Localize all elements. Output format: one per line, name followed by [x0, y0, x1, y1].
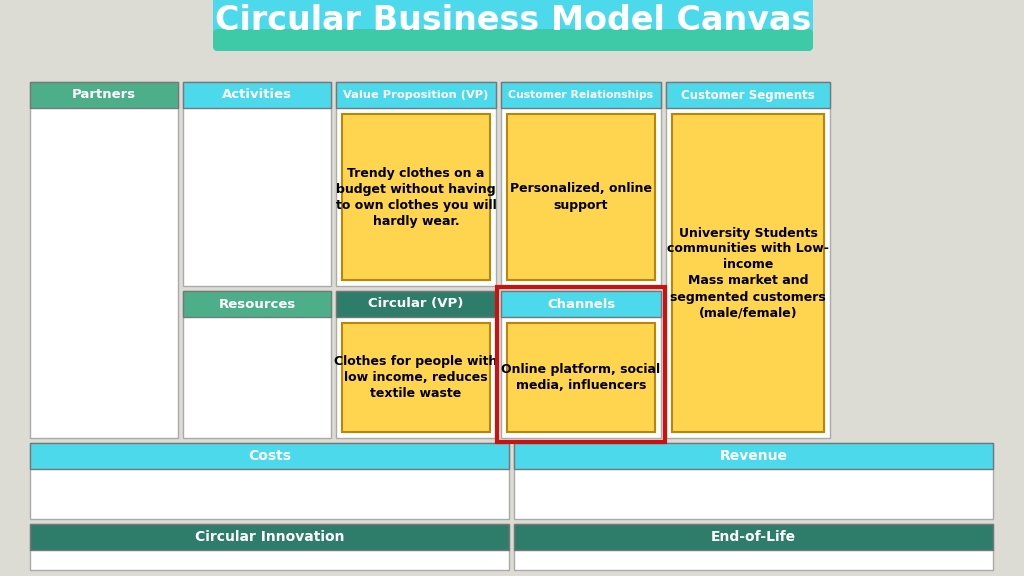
- Text: Circular (VP): Circular (VP): [369, 297, 464, 310]
- FancyBboxPatch shape: [342, 114, 490, 280]
- Text: Partners: Partners: [72, 89, 136, 101]
- FancyBboxPatch shape: [336, 82, 496, 108]
- FancyBboxPatch shape: [183, 291, 331, 438]
- FancyBboxPatch shape: [514, 443, 993, 519]
- Text: Activities: Activities: [222, 89, 292, 101]
- FancyBboxPatch shape: [183, 82, 331, 286]
- Text: Clothes for people with
low income, reduces
textile waste: Clothes for people with low income, redu…: [334, 355, 498, 400]
- FancyBboxPatch shape: [501, 82, 662, 286]
- Text: Customer Segments: Customer Segments: [681, 89, 815, 101]
- Text: Value Proposition (VP): Value Proposition (VP): [343, 90, 488, 100]
- FancyBboxPatch shape: [30, 82, 178, 108]
- FancyBboxPatch shape: [336, 291, 496, 317]
- Text: Revenue: Revenue: [720, 449, 787, 463]
- FancyBboxPatch shape: [514, 524, 993, 570]
- Text: Customer Relationships: Customer Relationships: [509, 90, 653, 100]
- Text: University Students
communities with Low-
income
Mass market and
segmented custo: University Students communities with Low…: [667, 226, 829, 320]
- FancyBboxPatch shape: [213, 29, 813, 51]
- FancyBboxPatch shape: [514, 524, 993, 550]
- FancyBboxPatch shape: [501, 291, 662, 317]
- FancyBboxPatch shape: [30, 524, 509, 550]
- Text: Costs: Costs: [248, 449, 291, 463]
- FancyBboxPatch shape: [183, 82, 331, 108]
- FancyBboxPatch shape: [666, 82, 830, 108]
- Text: Circular Innovation: Circular Innovation: [195, 530, 344, 544]
- Text: Channels: Channels: [547, 297, 615, 310]
- Text: Resources: Resources: [218, 297, 296, 310]
- FancyBboxPatch shape: [30, 443, 509, 519]
- Text: Trendy clothes on a
budget without having
to own clothes you will
hardly wear.: Trendy clothes on a budget without havin…: [336, 166, 497, 228]
- Text: End-of-Life: End-of-Life: [711, 530, 796, 544]
- FancyBboxPatch shape: [336, 291, 496, 438]
- Text: Personalized, online
support: Personalized, online support: [510, 183, 652, 211]
- FancyBboxPatch shape: [30, 524, 509, 570]
- FancyBboxPatch shape: [507, 323, 655, 432]
- FancyBboxPatch shape: [183, 291, 331, 317]
- FancyBboxPatch shape: [507, 114, 655, 280]
- FancyBboxPatch shape: [30, 82, 178, 438]
- FancyBboxPatch shape: [501, 291, 662, 438]
- Text: Circular Business Model Canvas: Circular Business Model Canvas: [215, 3, 811, 36]
- FancyBboxPatch shape: [342, 323, 490, 432]
- FancyBboxPatch shape: [30, 443, 509, 469]
- FancyBboxPatch shape: [672, 114, 824, 432]
- FancyBboxPatch shape: [514, 443, 993, 469]
- Text: Online platform, social
media, influencers: Online platform, social media, influence…: [502, 363, 660, 392]
- FancyBboxPatch shape: [666, 82, 830, 438]
- FancyBboxPatch shape: [501, 82, 662, 108]
- FancyBboxPatch shape: [336, 82, 496, 286]
- FancyBboxPatch shape: [213, 0, 813, 51]
